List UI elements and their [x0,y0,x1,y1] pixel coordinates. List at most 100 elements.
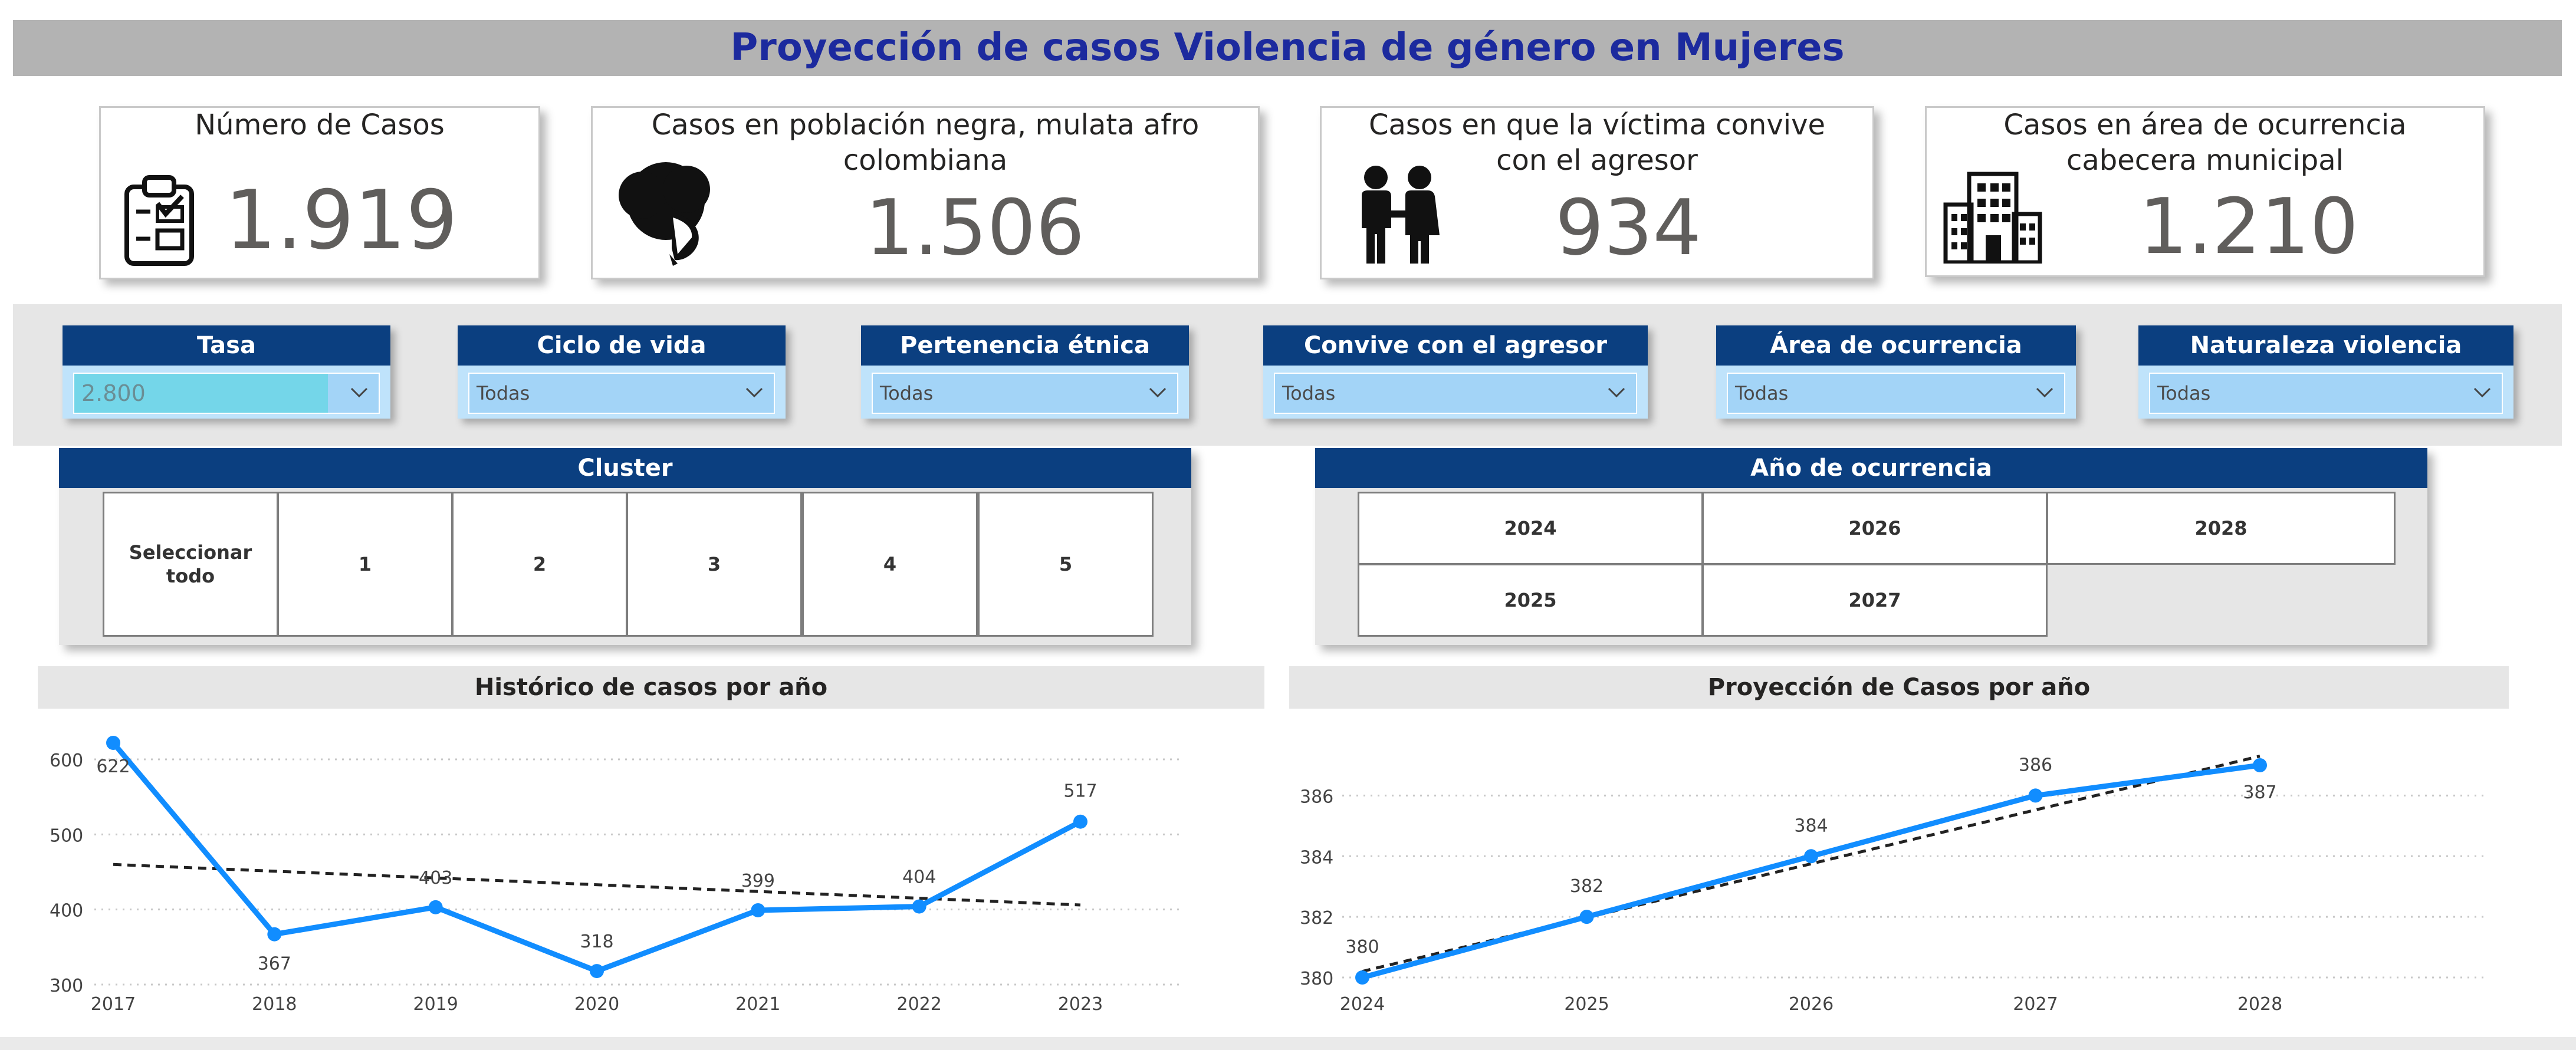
data-point [2253,758,2267,772]
cluster-select-all[interactable]: Seleccionar todo [103,492,278,637]
y-tick-label: 382 [1300,908,1333,929]
chevron-down-icon[interactable] [1149,383,1167,401]
ciclo-de-vida-dropdown[interactable]: Todas [468,373,775,414]
dropdown-value: Todas [1282,382,1336,404]
bottom-strip [0,1037,2576,1050]
x-tick-label: 2027 [2013,994,2058,1015]
slicer-naturaleza-violencia[interactable]: Naturaleza violencia Todas [2138,325,2513,419]
data-point [106,736,120,750]
year-item-2028[interactable]: 2028 [2046,492,2396,565]
x-tick-label: 2017 [91,994,136,1015]
title-bar: Proyección de casos Violencia de género … [13,20,2562,76]
kpi-card-afro-cases: Casos en población negra, mulata afro co… [591,106,1260,279]
clipboard-checklist-icon [121,173,198,269]
couple-icon [1351,164,1445,267]
cluster-slicer: Cluster Seleccionar todo 1 2 3 4 5 [59,448,1191,645]
kpi-card-total-cases: Número de Casos 1.919 [99,106,540,279]
pertenencia-etnica-dropdown[interactable]: Todas [872,373,1178,414]
proyeccion-line-chart: 380 382 384 386 2024 2025 2026 2027 2028 380 382 38… [1300,755,2489,1015]
dropdown-value: Todas [1735,382,1789,404]
slicer-title: Convive con el agresor [1263,325,1648,366]
data-label: 403 [419,868,452,888]
y-tick-label: 380 [1300,969,1333,989]
select-all-line2: todo [166,565,215,587]
area-dropdown[interactable]: Todas [1727,373,2065,414]
data-point [1073,814,1087,829]
data-label: 380 [1345,937,1379,957]
data-label: 318 [580,931,613,952]
slicer-title: Área de ocurrencia [1716,325,2076,366]
select-all-line1: Seleccionar [129,541,252,564]
data-point [912,899,926,914]
selected-value-highlight [74,374,328,413]
x-tick-label: 2021 [735,994,780,1015]
data-label: 399 [741,871,775,891]
kpi-card-lives-with-aggressor: Casos en que la víctima convive con el a… [1320,106,1874,279]
slicer-tasa[interactable]: Tasa 2.800 [63,325,390,419]
series-line [1361,762,2260,980]
slicer-title: Naturaleza violencia [2138,325,2513,366]
year-item-2024[interactable]: 2024 [1358,492,1703,565]
convive-dropdown[interactable]: Todas [1274,373,1637,414]
slicer-ciclo-de-vida[interactable]: Ciclo de vida Todas [458,325,786,419]
kpi-title-line2: cabecera municipal [2066,144,2344,177]
cluster-item-4[interactable]: 4 [802,492,978,637]
y-tick-label: 400 [50,901,83,921]
chart-title-proyeccion: Proyección de Casos por año [1289,666,2509,709]
data-label: 382 [1570,876,1604,897]
kpi-title: Número de Casos [195,108,445,141]
slicer-convive-con-el-agresor[interactable]: Convive con el agresor Todas [1263,325,1648,419]
kpi-value: 1.919 [225,173,458,268]
x-tick-label: 2022 [896,994,941,1015]
kpi-value: 1.210 [2139,182,2359,271]
slicer-pertenencia-etnica[interactable]: Pertenencia étnica Todas [861,325,1189,419]
x-tick-label: 2020 [574,994,619,1015]
data-label: 386 [2019,755,2052,775]
cluster-item-1[interactable]: 1 [277,492,453,637]
chevron-down-icon[interactable] [745,383,763,401]
cluster-item-2[interactable]: 2 [452,492,627,637]
cluster-item-3[interactable]: 3 [626,492,802,637]
page-title: Proyección de casos Violencia de género … [730,26,1845,70]
data-point [428,900,443,914]
dropdown-value: 2.800 [81,380,146,406]
data-point [267,927,282,942]
chevron-down-icon[interactable] [2473,383,2491,401]
data-point [590,964,604,979]
year-item-2025[interactable]: 2025 [1358,564,1703,637]
slicer-title: Pertenencia étnica [861,325,1189,366]
data-label: 384 [1794,815,1828,836]
y-tick-label: 500 [50,825,83,846]
slicer-title: Tasa [63,325,390,366]
dropdown-value: Todas [477,382,530,404]
year-item-2026[interactable]: 2026 [1702,492,2048,565]
kpi-title-line2: con el agresor [1496,144,1698,177]
chevron-down-icon[interactable] [1608,383,1625,401]
slicer-title: Ciclo de vida [458,325,786,366]
data-label: 387 [2243,782,2276,803]
kpi-card-municipal-area: Casos en área de ocurrencia cabecera mun… [1925,106,2485,277]
year-title: Año de ocurrencia [1315,448,2427,488]
x-tick-label: 2018 [252,994,297,1015]
kpi-title-line1: Casos en población negra, mulata afro [651,108,1200,141]
data-label: 367 [258,954,291,975]
data-point [1579,910,1594,924]
year-slicer: Año de ocurrencia 2024 2026 2028 2025 20… [1315,448,2427,645]
slicer-area-de-ocurrencia[interactable]: Área de ocurrencia Todas [1716,325,2076,419]
data-point [751,903,765,917]
x-tick-label: 2025 [1564,994,1609,1015]
chevron-down-icon[interactable] [2036,383,2053,401]
year-item-2027[interactable]: 2027 [1702,564,2048,637]
x-tick-label: 2019 [413,994,458,1015]
tasa-dropdown[interactable]: 2.800 [73,373,380,414]
historico-line-chart: 300 400 500 600 2017 2018 2019 2020 2021 2022 2023… [50,736,1179,1015]
data-point [1355,970,1369,985]
cluster-item-5[interactable]: 5 [978,492,1154,637]
cluster-title: Cluster [59,448,1191,488]
trend-line [113,863,1081,907]
x-tick-label: 2026 [1789,994,1834,1015]
naturaleza-dropdown[interactable]: Todas [2149,373,2503,414]
chevron-down-icon[interactable] [350,383,368,401]
chart-title-historico: Histórico de casos por año [38,666,1264,709]
data-label: 622 [96,756,130,777]
